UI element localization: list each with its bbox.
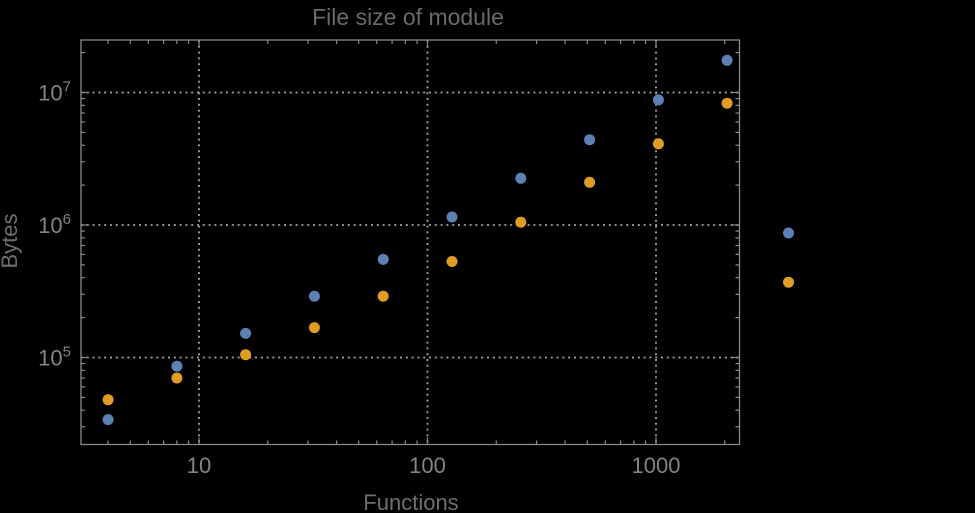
grid-layer [81, 40, 740, 445]
data-point-blue-6 [515, 172, 527, 184]
x-tick-label-100: 100 [409, 453, 446, 478]
data-point-orange-4 [377, 290, 389, 302]
data-point-blue-3 [308, 290, 320, 302]
data-point-orange-10 [783, 276, 794, 288]
x-axis-label: Functions [363, 490, 458, 513]
frame-rect [80, 39, 741, 446]
y-tick-label-10^6: 106 [38, 211, 71, 238]
data-point-orange-5 [446, 256, 458, 267]
data-point-orange-2 [240, 349, 252, 361]
data-point-blue-7 [584, 134, 596, 146]
x-tick-label-1000: 1000 [632, 453, 681, 478]
data-point-blue-0 [102, 414, 114, 426]
plot-frame [80, 39, 741, 446]
tick-labels-layer: 10 100 1000 105 106 107 [38, 79, 680, 479]
data-point-orange-9 [721, 97, 733, 109]
tick-marks-layer [81, 40, 740, 445]
data-point-orange-8 [652, 138, 664, 150]
data-point-orange-1 [171, 372, 183, 384]
chart-title: File size of module [312, 4, 504, 30]
data-point-orange-0 [102, 394, 114, 406]
data-point-blue-2 [240, 327, 252, 339]
data-point-blue-10 [783, 227, 794, 239]
x-tick-label-10: 10 [187, 453, 211, 478]
y-tick-label-10^5: 105 [38, 344, 71, 371]
data-point-orange-7 [584, 176, 596, 188]
data-point-blue-4 [377, 253, 389, 265]
data-points-layer [102, 54, 794, 426]
y-tick-label-10^7: 107 [38, 79, 71, 106]
data-point-blue-9 [721, 54, 733, 66]
data-point-orange-3 [308, 322, 320, 334]
data-point-orange-6 [515, 216, 527, 228]
data-point-blue-1 [171, 360, 183, 372]
y-axis-label: Bytes [0, 213, 22, 268]
data-point-blue-8 [652, 94, 664, 106]
data-point-blue-5 [446, 211, 458, 223]
